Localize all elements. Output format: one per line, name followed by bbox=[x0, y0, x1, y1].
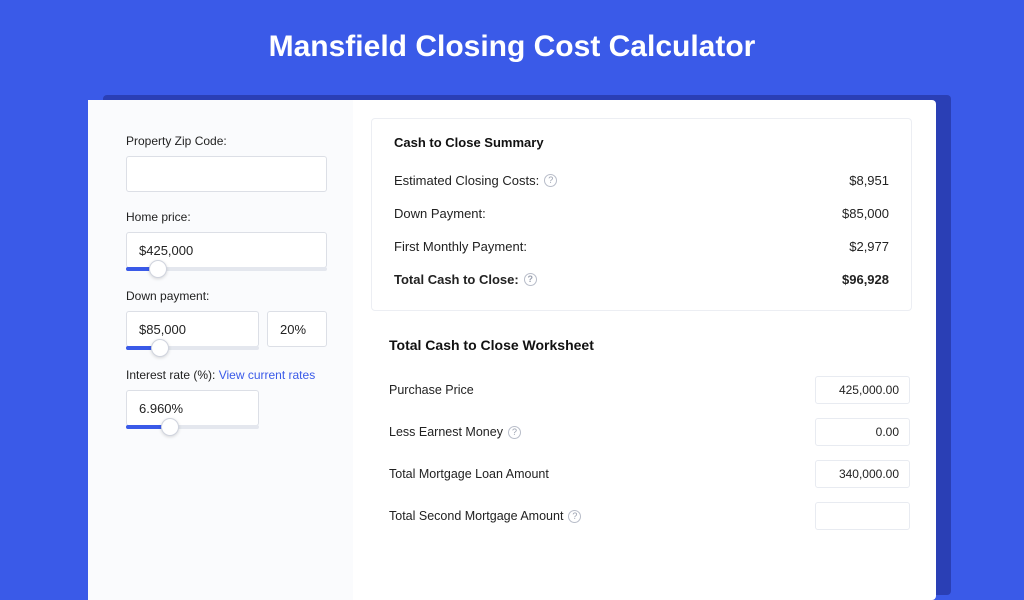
worksheet-row-label: Total Mortgage Loan Amount bbox=[389, 467, 549, 481]
summary-row: Total Cash to Close:? $96,928 bbox=[394, 263, 889, 296]
home-price-slider[interactable] bbox=[126, 267, 327, 271]
down-payment-field-group: Down payment: bbox=[126, 289, 327, 350]
down-payment-input[interactable] bbox=[126, 311, 259, 347]
worksheet-title: Total Cash to Close Worksheet bbox=[379, 337, 910, 353]
zip-input[interactable] bbox=[126, 156, 327, 192]
summary-row-label: First Monthly Payment: bbox=[394, 239, 527, 254]
summary-row-label: Down Payment: bbox=[394, 206, 486, 221]
worksheet-row-label: Purchase Price bbox=[389, 383, 474, 397]
home-price-field-group: Home price: bbox=[126, 210, 327, 271]
summary-row-value: $2,977 bbox=[849, 239, 889, 254]
summary-row-label-text: Estimated Closing Costs: bbox=[394, 173, 539, 188]
summary-row-label: Estimated Closing Costs:? bbox=[394, 173, 557, 188]
interest-rate-field-group: Interest rate (%): View current rates bbox=[126, 368, 327, 429]
worksheet-row-value[interactable] bbox=[815, 502, 910, 530]
worksheet-row-label: Less Earnest Money? bbox=[389, 425, 521, 439]
worksheet-box: Total Cash to Close Worksheet Purchase P… bbox=[371, 329, 912, 537]
worksheet-row-label-text: Total Second Mortgage Amount bbox=[389, 509, 563, 523]
interest-rate-slider[interactable] bbox=[126, 425, 259, 429]
view-rates-link[interactable]: View current rates bbox=[219, 368, 316, 382]
page-title: Mansfield Closing Cost Calculator bbox=[0, 0, 1024, 86]
worksheet-row: Total Mortgage Loan Amount 340,000.00 bbox=[379, 453, 910, 495]
zip-label: Property Zip Code: bbox=[126, 134, 327, 148]
summary-row: First Monthly Payment: $2,977 bbox=[394, 230, 889, 263]
down-payment-pct-input[interactable] bbox=[267, 311, 327, 347]
home-price-label: Home price: bbox=[126, 210, 327, 224]
interest-rate-input[interactable] bbox=[126, 390, 259, 426]
help-icon[interactable]: ? bbox=[568, 510, 581, 523]
worksheet-row-label: Total Second Mortgage Amount? bbox=[389, 509, 581, 523]
summary-row-value: $85,000 bbox=[842, 206, 889, 221]
down-payment-slider[interactable] bbox=[126, 346, 259, 350]
help-icon[interactable]: ? bbox=[544, 174, 557, 187]
worksheet-row-label-text: Less Earnest Money bbox=[389, 425, 503, 439]
worksheet-row-value[interactable]: 425,000.00 bbox=[815, 376, 910, 404]
worksheet-row: Total Second Mortgage Amount? bbox=[379, 495, 910, 537]
down-payment-slider-thumb[interactable] bbox=[151, 339, 169, 357]
interest-rate-slider-thumb[interactable] bbox=[161, 418, 179, 436]
summary-box: Cash to Close Summary Estimated Closing … bbox=[371, 118, 912, 311]
zip-field-group: Property Zip Code: bbox=[126, 134, 327, 192]
interest-rate-label-text: Interest rate (%): bbox=[126, 368, 219, 382]
down-payment-label: Down payment: bbox=[126, 289, 327, 303]
worksheet-row-value[interactable]: 0.00 bbox=[815, 418, 910, 446]
summary-row-label-text: Down Payment: bbox=[394, 206, 486, 221]
summary-rows: Estimated Closing Costs:? $8,951 Down Paym… bbox=[394, 164, 889, 296]
results-panel: Cash to Close Summary Estimated Closing … bbox=[353, 100, 936, 600]
summary-title: Cash to Close Summary bbox=[394, 135, 889, 150]
summary-row-label-text: First Monthly Payment: bbox=[394, 239, 527, 254]
summary-row-label: Total Cash to Close:? bbox=[394, 272, 537, 287]
calculator-card: Property Zip Code: Home price: Down paym… bbox=[88, 100, 936, 600]
help-icon[interactable]: ? bbox=[508, 426, 521, 439]
interest-rate-label: Interest rate (%): View current rates bbox=[126, 368, 327, 382]
worksheet-row-label-text: Total Mortgage Loan Amount bbox=[389, 467, 549, 481]
worksheet-row-label-text: Purchase Price bbox=[389, 383, 474, 397]
summary-row-value: $96,928 bbox=[842, 272, 889, 287]
worksheet-row: Less Earnest Money? 0.00 bbox=[379, 411, 910, 453]
inputs-panel: Property Zip Code: Home price: Down paym… bbox=[88, 100, 353, 600]
help-icon[interactable]: ? bbox=[524, 273, 537, 286]
summary-row-label-text: Total Cash to Close: bbox=[394, 272, 519, 287]
worksheet-row-value[interactable]: 340,000.00 bbox=[815, 460, 910, 488]
summary-row: Down Payment: $85,000 bbox=[394, 197, 889, 230]
summary-row-value: $8,951 bbox=[849, 173, 889, 188]
summary-row: Estimated Closing Costs:? $8,951 bbox=[394, 164, 889, 197]
worksheet-row: Purchase Price 425,000.00 bbox=[379, 369, 910, 411]
home-price-slider-thumb[interactable] bbox=[149, 260, 167, 278]
